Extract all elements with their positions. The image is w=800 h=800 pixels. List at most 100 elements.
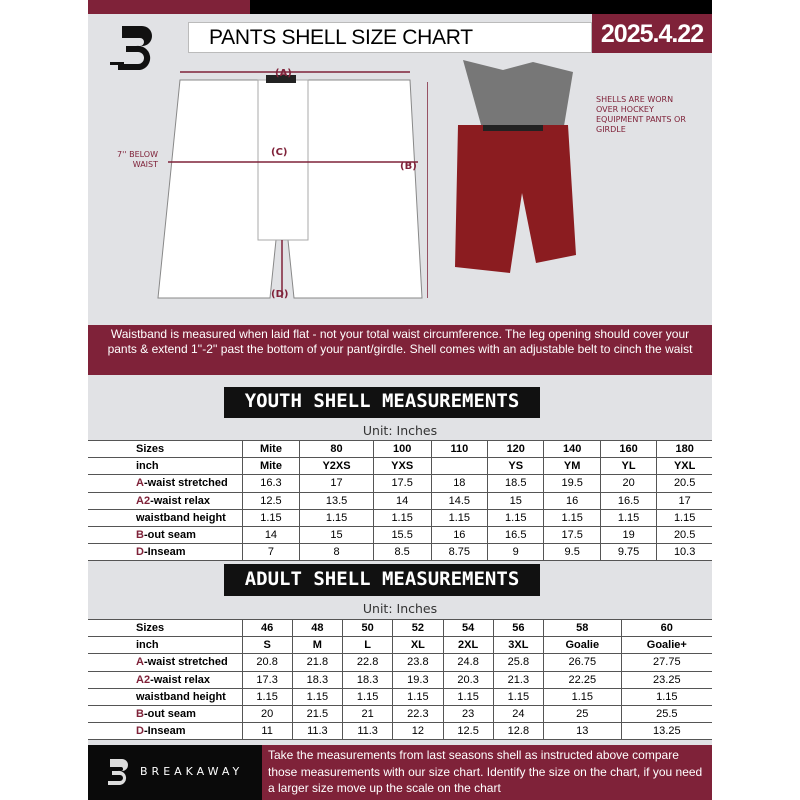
table-cell: 18.3 <box>341 670 394 689</box>
row-label: A-waist stretched <box>88 474 243 493</box>
table-cell: 25.8 <box>492 653 545 672</box>
table-cell: 14 <box>372 491 432 510</box>
table-cell: 17.5 <box>372 474 432 493</box>
table-cell: 16 <box>543 491 601 510</box>
row-label: Sizes <box>88 618 243 638</box>
page-title: PANTS SHELL SIZE CHART <box>188 22 592 53</box>
table-cell: 160 <box>599 439 658 459</box>
adult-table: Sizes 46 48 50 52 54 56 58 60 inch S M L XL 2XL 3XL Goal… <box>88 618 712 741</box>
table-cell: 16.5 <box>487 525 545 545</box>
table-cell: 21.8 <box>291 653 344 672</box>
table-cell: Y2XS <box>299 457 374 476</box>
table-cell: 100 <box>372 439 432 459</box>
table-cell: 17 <box>656 491 712 510</box>
table-cell: YS <box>487 457 545 476</box>
row-label: inch <box>88 457 243 476</box>
row-label-text: -Inseam <box>143 546 186 559</box>
table-cell: 11 <box>241 722 293 741</box>
row-label-text: -waist stretched <box>143 477 228 490</box>
row-label-prefix: A <box>136 477 144 490</box>
table-row: inch Mite Y2XS YXS YS YM YL YXL <box>88 457 712 476</box>
row-label-text: -Inseam <box>143 725 186 738</box>
red-pants-photo <box>455 60 576 273</box>
label-c: (C) <box>271 147 288 158</box>
brand-name: BREAKAWAY <box>140 765 244 778</box>
table-row: waistband height 1.15 1.15 1.15 1.15 1.15 1.15… <box>88 687 712 706</box>
table-cell: 27.75 <box>620 653 712 672</box>
table-cell: YM <box>543 457 601 476</box>
row-label: D-Inseam <box>88 543 243 562</box>
table-cell: 23 <box>442 704 494 724</box>
row-label-text: waistband height <box>136 511 226 524</box>
table-cell: 12.8 <box>492 722 545 741</box>
table-cell: 9.5 <box>543 543 601 562</box>
row-label: D-Inseam <box>88 722 243 741</box>
row-label-prefix: D <box>136 546 144 559</box>
top-black-bar <box>250 0 712 14</box>
table-cell: 1.15 <box>392 687 444 706</box>
table-cell: S <box>241 636 293 655</box>
table-cell: 13.25 <box>620 722 712 741</box>
table-cell: YXS <box>372 457 432 476</box>
table-cell: 54 <box>442 618 494 638</box>
size-chart-page: PANTS SHELL SIZE CHART 2025.4.22 (A) (C)… <box>88 0 712 800</box>
table-cell: 16 <box>430 525 489 545</box>
row-label-prefix: A2 <box>136 494 151 507</box>
table-cell: 180 <box>656 439 712 459</box>
row-label: B-out seam <box>88 525 243 545</box>
row-label: Sizes <box>88 439 243 459</box>
table-cell: 80 <box>299 439 374 459</box>
row-label-text: -out seam <box>143 708 196 721</box>
youth-table: Sizes Mite 80 100 110 120 140 160 180 inch Mite Y2X… <box>88 439 712 562</box>
table-cell: 1.15 <box>543 687 622 706</box>
brand-logo <box>110 26 152 70</box>
table-cell: XL <box>392 636 444 655</box>
table-cell: 17.5 <box>543 525 601 545</box>
table-cell: 1.15 <box>241 508 301 527</box>
table-cell: 56 <box>492 618 545 638</box>
table-cell: 50 <box>341 618 394 638</box>
table-cell: 9 <box>487 543 545 562</box>
table-row: B-out seam 20 21.5 21 22.3 23 24 25 25.5 <box>88 704 712 724</box>
row-label-text: -waist stretched <box>143 656 228 669</box>
table-cell: 24 <box>492 704 545 724</box>
table-cell: 10.3 <box>656 543 712 562</box>
table-cell: 11.3 <box>291 722 344 741</box>
table-cell: 21 <box>341 704 394 724</box>
table-cell: 12.5 <box>442 722 494 741</box>
table-cell: 1.15 <box>492 687 545 706</box>
table-cell: Mite <box>241 457 301 476</box>
table-cell: 12 <box>392 722 444 741</box>
table-cell: 8 <box>299 543 374 562</box>
table-cell: 14 <box>241 525 301 545</box>
label-b: (B) <box>400 161 417 172</box>
table-cell: Goalie+ <box>620 636 712 655</box>
table-cell: 1.15 <box>341 687 394 706</box>
table-row: D-Inseam 7 8 8.5 8.75 9 9.5 9.75 10.3 <box>88 543 712 562</box>
table-cell: 23.8 <box>392 653 444 672</box>
table-cell: 20.8 <box>241 653 293 672</box>
row-label: A2-waist relax <box>88 491 243 510</box>
table-cell: 25.5 <box>620 704 712 724</box>
row-label-prefix: A2 <box>136 673 151 686</box>
table-cell: 15 <box>487 491 545 510</box>
table-cell: 18 <box>430 474 489 493</box>
table-cell: 19 <box>599 525 658 545</box>
row-label: B-out seam <box>88 704 243 724</box>
table-row: Sizes Mite 80 100 110 120 140 160 180 <box>88 439 712 459</box>
table-cell: 17 <box>299 474 374 493</box>
table-row: A-waist stretched 16.3 17 17.5 18 18.5 19.5 20 2… <box>88 474 712 493</box>
table-cell: 15 <box>299 525 374 545</box>
table-cell: 8.5 <box>372 543 432 562</box>
table-row: A2-waist relax 17.3 18.3 18.3 19.3 20.3 21.3 22… <box>88 670 712 689</box>
table-cell: 22.3 <box>392 704 444 724</box>
row-label-text: Sizes <box>136 443 165 456</box>
table-cell: 22.8 <box>341 653 394 672</box>
table-row: waistband height 1.15 1.15 1.15 1.15 1.15 1.15… <box>88 508 712 527</box>
table-cell: 26.75 <box>543 653 622 672</box>
table-cell: 21.3 <box>492 670 545 689</box>
table-cell: 13 <box>543 722 622 741</box>
table-cell: 1.15 <box>656 508 712 527</box>
table-cell: 17.3 <box>241 670 293 689</box>
table-cell: 48 <box>291 618 344 638</box>
